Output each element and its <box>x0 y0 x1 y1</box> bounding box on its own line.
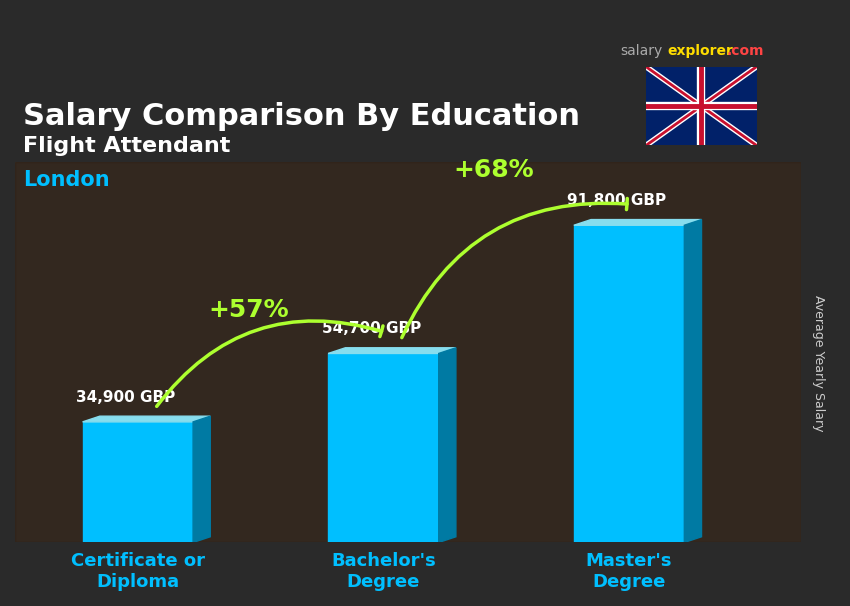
Polygon shape <box>193 416 210 542</box>
Text: 54,700 GBP: 54,700 GBP <box>321 321 421 336</box>
Text: +57%: +57% <box>208 298 289 322</box>
Text: Flight Attendant: Flight Attendant <box>23 136 230 156</box>
Text: salary: salary <box>620 44 663 58</box>
Text: London: London <box>23 170 110 190</box>
Text: Average Yearly Salary: Average Yearly Salary <box>812 295 824 432</box>
Text: 34,900 GBP: 34,900 GBP <box>76 390 175 405</box>
Text: explorer: explorer <box>667 44 733 58</box>
Polygon shape <box>328 348 456 353</box>
Bar <box>82 422 193 542</box>
Bar <box>328 353 439 542</box>
Polygon shape <box>439 348 456 542</box>
Polygon shape <box>574 219 701 225</box>
Polygon shape <box>684 219 701 542</box>
Polygon shape <box>82 416 210 422</box>
Bar <box>574 225 684 542</box>
Text: .com: .com <box>727 44 764 58</box>
Text: 91,800 GBP: 91,800 GBP <box>567 193 666 208</box>
Text: Salary Comparison By Education: Salary Comparison By Education <box>23 102 580 130</box>
Text: +68%: +68% <box>454 158 535 182</box>
